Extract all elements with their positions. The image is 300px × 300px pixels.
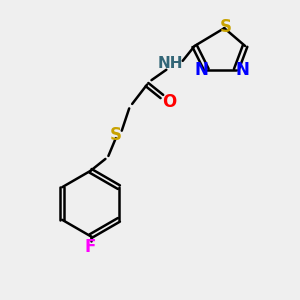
- Text: N: N: [235, 61, 249, 79]
- Text: O: O: [162, 93, 176, 111]
- Text: N: N: [194, 61, 208, 79]
- Text: F: F: [85, 238, 96, 256]
- Text: S: S: [110, 126, 122, 144]
- Text: NH: NH: [158, 56, 184, 71]
- Text: S: S: [220, 18, 232, 36]
